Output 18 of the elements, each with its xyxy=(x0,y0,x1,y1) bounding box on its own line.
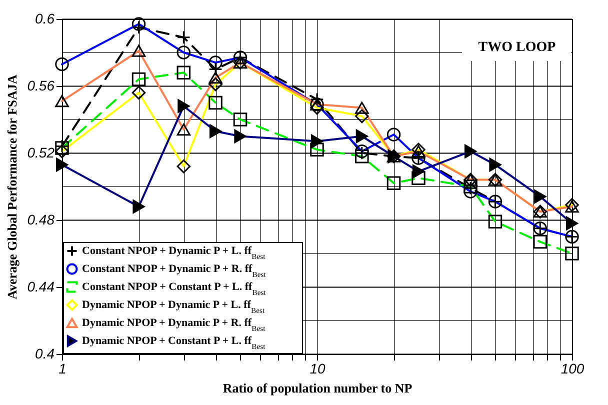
y-tick-label: 0.6 xyxy=(35,10,55,26)
x-tick-label: 10 xyxy=(310,360,326,376)
x-axis-title: Ratio of population number to NP xyxy=(222,380,412,396)
legend-label: Constant NPOP + Dynamic P + R. ff$_{Best}$ xyxy=(82,263,267,278)
legend-label: Dynamic NPOP + Dynamic P + L. ff$_{Best}$ xyxy=(82,299,266,314)
annotation: TWO LOOP xyxy=(478,40,556,55)
y-tick-label: 0.56 xyxy=(27,78,55,94)
legend-label: Dynamic NPOP + Constant P + L. ff$_{Best}$ xyxy=(82,335,266,350)
y-axis-title: Average Global Performance for FSAJA xyxy=(4,74,20,300)
x-tick-label: 100 xyxy=(560,360,584,376)
x-tick-label: 1 xyxy=(58,360,66,376)
legend-label: Dynamic NPOP + Dynamic P + R. ff$_{Best}$ xyxy=(82,317,266,332)
y-tick-label: 0.52 xyxy=(27,144,55,160)
y-tick-label: 0.44 xyxy=(27,278,55,294)
y-tick-label: 0.4 xyxy=(35,346,55,362)
legend-label: Constant NPOP + Dynamic P + L. ff$_{Best}$ xyxy=(82,245,266,260)
legend-label: Constant NPOP + Constant P + L. ff$_{Best}$ xyxy=(82,281,267,296)
y-tick-label: 0.48 xyxy=(27,212,55,228)
